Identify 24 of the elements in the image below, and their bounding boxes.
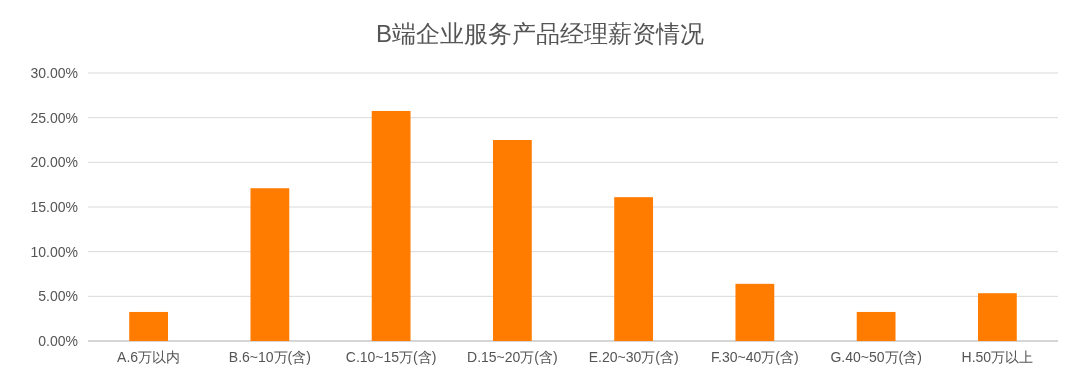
- x-tick-label: E.20~30万(含): [588, 349, 679, 365]
- x-tick-label: A.6万以内: [117, 349, 181, 365]
- y-tick-label: 5.00%: [38, 288, 78, 305]
- x-tick-label: G.40~50万(含): [830, 349, 922, 365]
- bar: [250, 188, 290, 341]
- bar: [129, 311, 169, 341]
- x-tick-label: F.30~40万(含): [711, 349, 799, 365]
- y-tick-label: 20.00%: [30, 154, 78, 171]
- y-tick-label: 0.00%: [38, 333, 78, 349]
- bar: [614, 197, 654, 341]
- bar: [977, 293, 1017, 341]
- y-tick-label: 25.00%: [30, 109, 78, 126]
- bar: [492, 140, 532, 341]
- x-tick-label: D.15~20万(含): [467, 349, 558, 365]
- y-tick-label: 15.00%: [30, 199, 78, 215]
- x-tick-label: H.50万以上: [961, 349, 1034, 365]
- bar: [371, 110, 411, 341]
- bar: [735, 283, 775, 341]
- bar: [856, 311, 896, 341]
- y-tick-label: 30.00%: [30, 65, 78, 81]
- y-tick-label: 10.00%: [30, 243, 78, 260]
- x-tick-label: C.10~15万(含): [345, 349, 437, 365]
- x-tick-label: B.6~10万(含): [228, 349, 311, 365]
- chart-title: B端企业服务产品经理薪资情况: [375, 20, 705, 47]
